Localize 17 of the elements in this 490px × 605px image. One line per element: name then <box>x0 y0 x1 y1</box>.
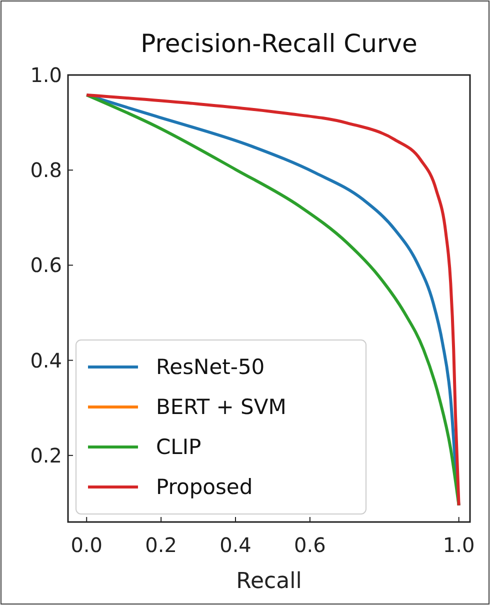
chart-title: Precision-Recall Curve <box>140 29 418 58</box>
y-tick-label: 0.8 <box>30 158 62 182</box>
x-tick-label: 0.6 <box>294 533 326 557</box>
x-tick-label: 0.4 <box>220 533 252 557</box>
y-tick-label: 1.0 <box>30 63 62 87</box>
line-series <box>85 93 460 507</box>
legend-label: Proposed <box>156 475 253 499</box>
x-tick-label: 0.2 <box>145 533 177 557</box>
legend-label: ResNet-50 <box>156 355 265 379</box>
y-tick-label: 0.2 <box>30 443 62 468</box>
x-tick-label: 1.0 <box>442 533 475 557</box>
legend-label: CLIP <box>156 435 202 459</box>
x-tick-label: 0.0 <box>70 533 103 557</box>
y-tick-label: 0.6 <box>30 253 62 278</box>
legend-label: BERT + SVM <box>156 395 286 419</box>
y-tick-label: 0.4 <box>30 348 62 372</box>
x-axis-title: Recall <box>236 569 302 594</box>
